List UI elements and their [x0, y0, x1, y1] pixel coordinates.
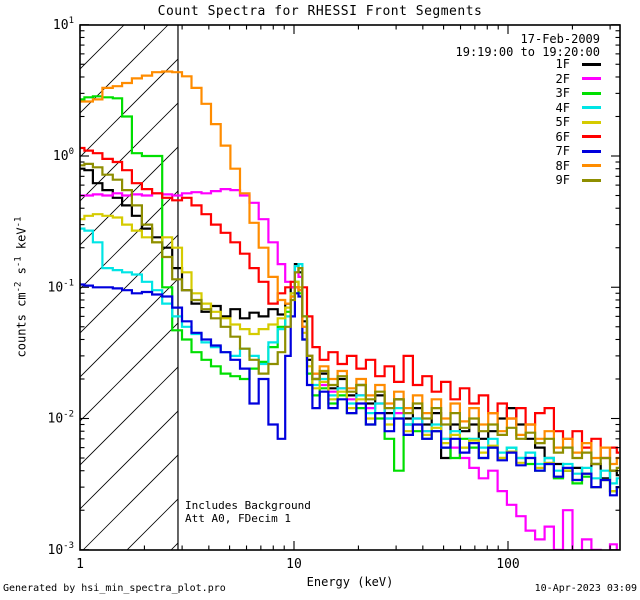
spectrum-curve-6F [80, 146, 619, 460]
y-tick-label: 10-2 [48, 410, 75, 427]
spectrum-curve-9F [80, 162, 619, 472]
legend-entry-9F: 9F [556, 173, 601, 188]
legend-label: 9F [555, 173, 570, 188]
legend-label: 2F [555, 71, 570, 86]
axis-ticks [79, 24, 620, 551]
legend-color-swatch [582, 164, 601, 168]
legend-color-swatch [582, 91, 601, 95]
legend-color-swatch [582, 120, 601, 124]
legend-entry-1F: 1F [556, 57, 601, 72]
legend-label: 3F [555, 86, 570, 101]
legend-color-swatch [582, 178, 601, 182]
y-tick-label: 10-1 [48, 278, 75, 295]
chart-title: Count Spectra for RHESSI Front Segments [157, 4, 483, 19]
legend-entry-7F: 7F [556, 144, 601, 159]
legend-label: 6F [555, 129, 570, 144]
legend-label: 8F [555, 158, 570, 173]
legend-color-swatch [582, 135, 601, 139]
legend: 1F 2F 3F 4F 5F 6F 7F 8F 9F [556, 57, 601, 188]
spectrum-curve-1F [80, 167, 619, 480]
spectrum-curve-8F [80, 70, 619, 466]
spectrum-curve-2F [80, 188, 618, 550]
legend-color-swatch [582, 62, 601, 66]
legend-entry-8F: 8F [556, 159, 601, 174]
legend-entry-2F: 2F [556, 72, 601, 87]
spectrum-curve-7F [80, 283, 619, 497]
legend-label: 7F [555, 144, 570, 159]
legend-time-range: 19:19:00 to 19:20:00 [455, 45, 601, 59]
y-tick-label: 10-3 [48, 541, 75, 558]
y-tick-label: 101 [53, 16, 74, 33]
legend-color-swatch [582, 106, 601, 110]
y-tick-label: 100 [53, 147, 74, 164]
legend-label: 4F [555, 100, 570, 115]
legend-entry-4F: 4F [556, 101, 601, 116]
x-tick-label: 100 [496, 557, 519, 572]
legend-color-swatch [582, 77, 601, 81]
legend-entry-5F: 5F [556, 115, 601, 130]
legend-entry-3F: 3F [556, 86, 601, 101]
x-tick-label: 1 [76, 557, 84, 572]
legend-date: 17-Feb-2009 [520, 32, 600, 46]
footer-generator-text: Generated by hsi_min_spectra_plot.pro [3, 583, 226, 594]
y-axis-label: counts cm-2 s-1 keV-1 [13, 216, 29, 358]
legend-label: 5F [555, 115, 570, 130]
legend-color-swatch [582, 149, 601, 153]
x-axis-label: Energy (keV) [306, 575, 394, 589]
spectrum-curve-5F [80, 213, 619, 493]
annotation-attenuator-state: Att A0, FDecim 1 [185, 512, 291, 525]
legend-label: 1F [555, 57, 570, 72]
legend-entry-6F: 6F [556, 130, 601, 145]
footer-timestamp: 10-Apr-2023 03:09 [534, 583, 637, 594]
annotation-includes-background: Includes Background [185, 499, 311, 512]
x-tick-label: 10 [286, 557, 302, 572]
